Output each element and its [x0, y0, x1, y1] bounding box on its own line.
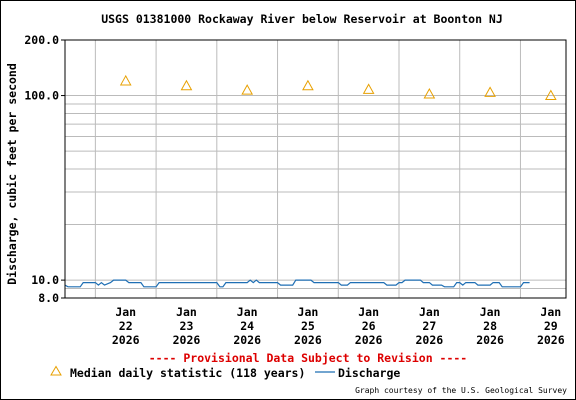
x-tick-label: Jan — [358, 305, 379, 319]
x-tick-label: 24 — [240, 319, 254, 333]
y-tick-label: 100.0 — [24, 89, 59, 103]
y-tick-label: 10.0 — [31, 273, 59, 287]
median-point — [544, 89, 557, 101]
x-tick-label: 28 — [483, 319, 497, 333]
median-point — [423, 87, 436, 99]
x-tick-label: 27 — [422, 319, 436, 333]
median-point — [241, 84, 254, 95]
median-series — [119, 74, 557, 101]
x-tick-label: 2026 — [173, 333, 201, 347]
x-tick-label: 29 — [544, 319, 558, 333]
x-tick-label: 2026 — [416, 333, 444, 347]
legend: Median daily statistic (118 years) Disch… — [50, 365, 400, 380]
median-point — [484, 86, 496, 97]
legend-discharge-label: Discharge — [338, 366, 400, 380]
median-point — [302, 79, 314, 91]
x-tick-label: Jan — [176, 305, 197, 319]
legend-median-marker — [50, 365, 62, 376]
discharge-series — [64, 279, 530, 288]
legend-median-label: Median daily statistic (118 years) — [70, 366, 305, 380]
x-tick-label: 2026 — [112, 333, 140, 347]
x-tick-label: Jan — [540, 305, 561, 319]
credit: Graph courtesy of the U.S. Geological Su… — [355, 386, 567, 395]
y-axis-label: Discharge, cubic feet per second — [5, 63, 19, 285]
x-tick-label: 25 — [301, 319, 315, 333]
x-tick-label: Jan — [237, 305, 258, 319]
provisional-notice: ---- Provisional Data Subject to Revisio… — [149, 351, 468, 365]
discharge-line — [64, 279, 530, 288]
axes: 200.0100.010.08.0Jan222026Jan232026Jan24… — [24, 33, 567, 347]
x-tick-label: 2026 — [476, 333, 504, 347]
x-tick-label: Jan — [298, 305, 319, 319]
median-point — [119, 74, 132, 86]
x-tick-label: 2026 — [537, 333, 565, 347]
plot-border — [64, 39, 567, 299]
y-tick-label: 8.0 — [38, 291, 59, 305]
x-tick-label: Jan — [480, 305, 501, 319]
median-point — [180, 79, 193, 91]
x-tick-label: Jan — [419, 305, 440, 319]
grid — [65, 39, 566, 299]
y-tick-label: 200.0 — [24, 33, 59, 47]
x-tick-label: 23 — [180, 319, 194, 333]
x-tick-label: 22 — [119, 319, 133, 333]
x-tick-label: Jan — [115, 305, 136, 319]
x-tick-label: 26 — [362, 319, 376, 333]
x-tick-label: 2026 — [355, 333, 383, 347]
x-tick-label: 2026 — [233, 333, 261, 347]
x-tick-label: 2026 — [294, 333, 322, 347]
chart-title: USGS 01381000 Rockaway River below Reser… — [101, 12, 503, 26]
median-point — [362, 83, 375, 94]
